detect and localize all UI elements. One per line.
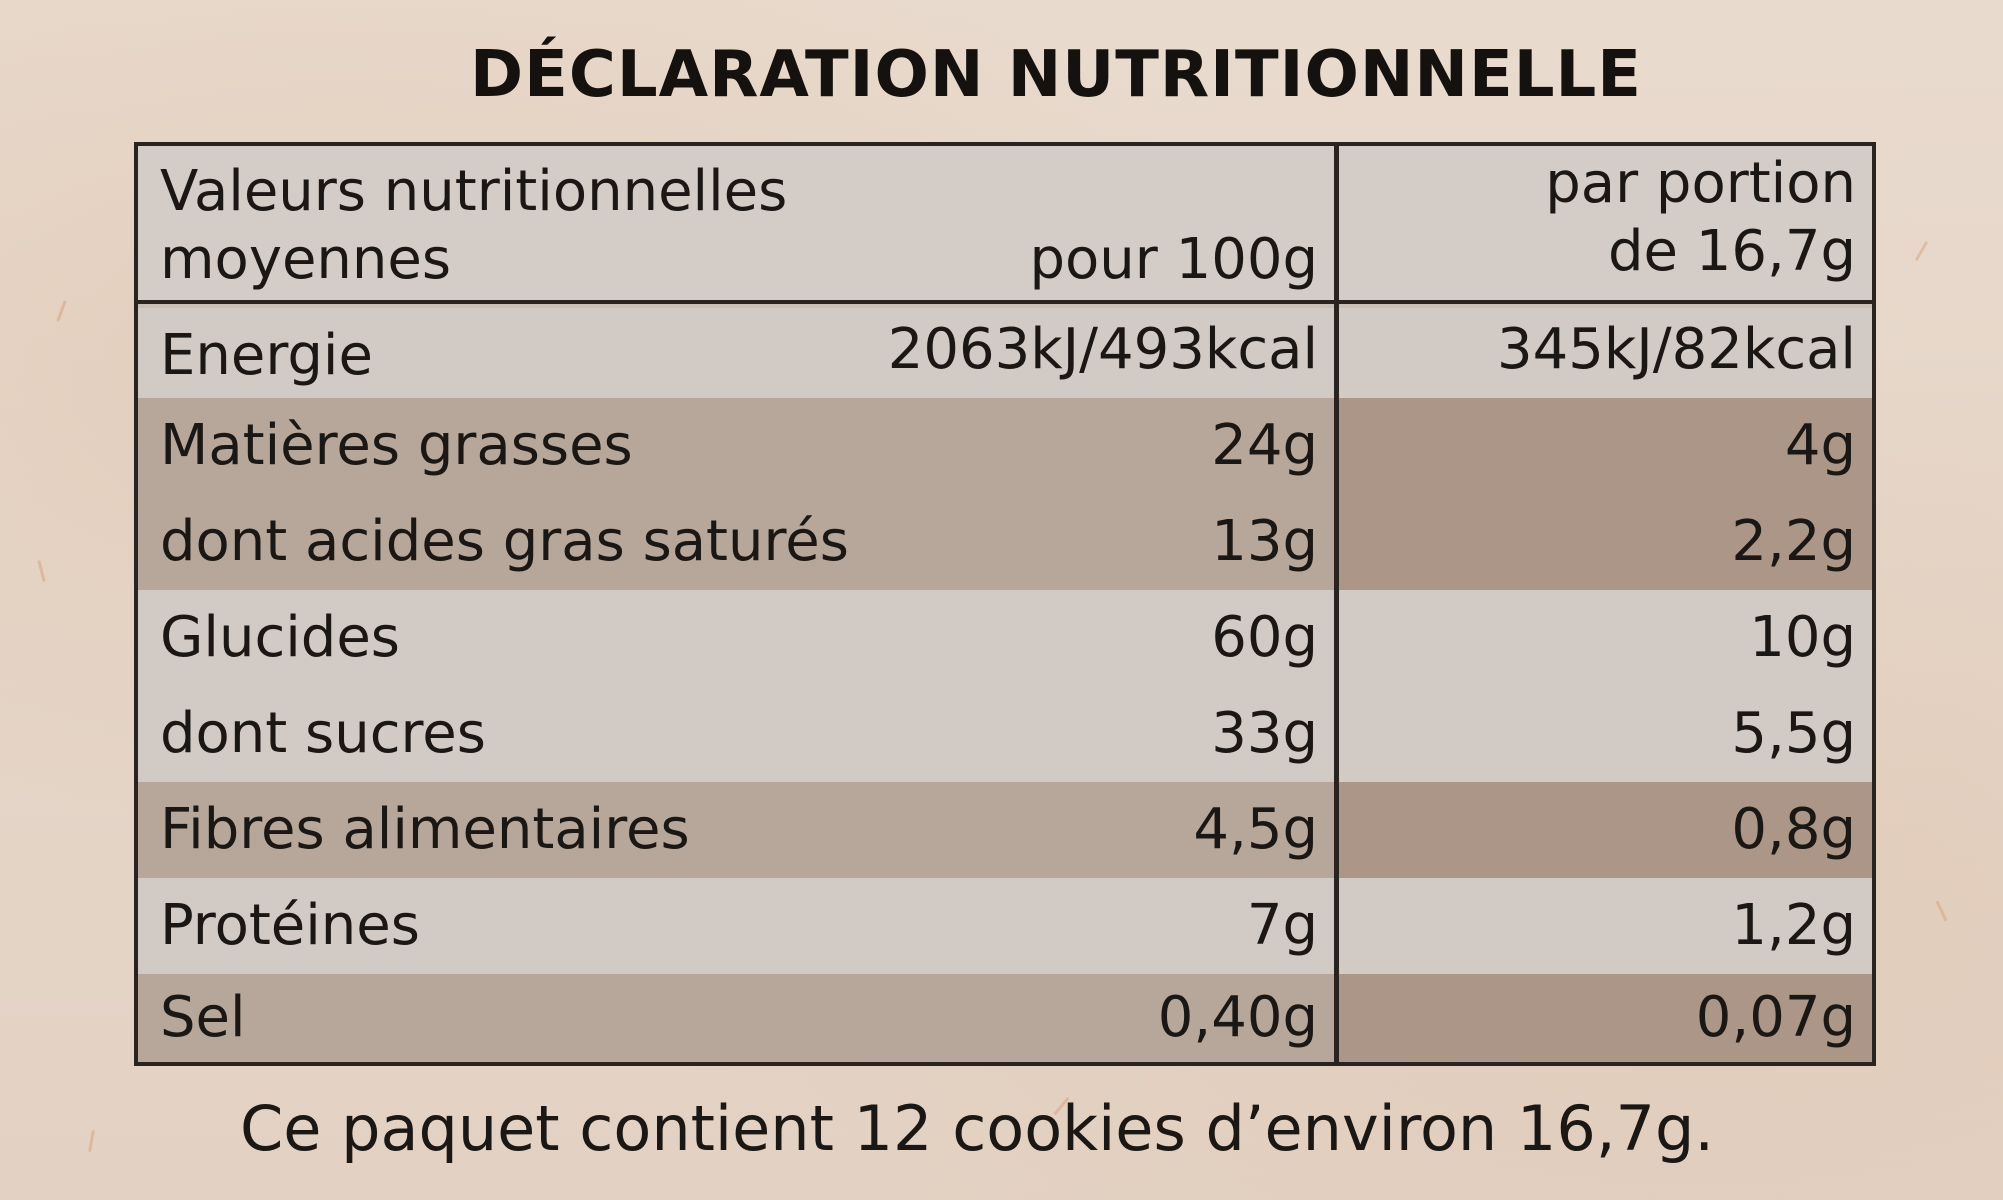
column-divider bbox=[1334, 146, 1339, 1062]
header-label-cell: Valeurs nutritionnelles moyennes pour 10… bbox=[138, 146, 1334, 300]
row-portion: 345kJ/82kcal bbox=[1496, 317, 1856, 382]
row-label-cell: dont sucres 33g bbox=[138, 686, 1334, 782]
row-label: Matières grasses bbox=[160, 413, 633, 478]
row-per100: 33g bbox=[1211, 701, 1318, 766]
row-portion-cell: 0,8g bbox=[1339, 782, 1872, 878]
nutrition-table: Valeurs nutritionnelles moyennes pour 10… bbox=[134, 142, 1876, 1066]
row-label: Fibres alimentaires bbox=[160, 797, 690, 862]
row-label: Protéines bbox=[160, 893, 420, 958]
row-portion-cell: 345kJ/82kcal bbox=[1339, 308, 1872, 398]
row-label: Energie bbox=[160, 323, 373, 388]
paper-fiber bbox=[1914, 240, 1929, 262]
row-per100: 0,40g bbox=[1157, 985, 1318, 1050]
row-label: dont acides gras saturés bbox=[160, 509, 849, 574]
row-portion-cell: 4g bbox=[1339, 398, 1872, 494]
paper-fiber bbox=[56, 300, 67, 322]
row-per100: 13g bbox=[1211, 509, 1318, 574]
table-header-row: Valeurs nutritionnelles moyennes pour 10… bbox=[138, 146, 1872, 304]
row-label-cell: Energie 2063kJ/493kcal bbox=[138, 308, 1334, 398]
table-row-acides-gras: dont acides gras saturés 13g 2,2g bbox=[138, 494, 1872, 590]
header-per100: pour 100g bbox=[1029, 227, 1318, 292]
row-label-cell: dont acides gras saturés 13g bbox=[138, 494, 1334, 590]
row-portion-cell: 2,2g bbox=[1339, 494, 1872, 590]
row-label-cell: Glucides 60g bbox=[138, 590, 1334, 686]
row-per100: 7g bbox=[1246, 893, 1318, 958]
header-label-line2: moyennes bbox=[160, 227, 452, 292]
page-title: DÉCLARATION NUTRITIONNELLE bbox=[470, 38, 1642, 112]
row-portion: 5,5g bbox=[1731, 701, 1856, 766]
header-portion-line1: par portion bbox=[1545, 151, 1856, 216]
row-per100: 60g bbox=[1211, 605, 1318, 670]
table-row-matieres-grasses: Matières grasses 24g 4g bbox=[138, 398, 1872, 494]
table-row-energie: Energie 2063kJ/493kcal 345kJ/82kcal bbox=[138, 308, 1872, 398]
package-note: Ce paquet contient 12 cookies d’environ … bbox=[240, 1092, 1715, 1165]
header-label-line1: Valeurs nutritionnelles bbox=[160, 159, 788, 224]
row-label-cell: Sel 0,40g bbox=[138, 974, 1334, 1062]
paper-fiber bbox=[37, 559, 46, 583]
row-per100: 4,5g bbox=[1193, 797, 1318, 862]
table-row-sucres: dont sucres 33g 5,5g bbox=[138, 686, 1872, 782]
paper-fiber bbox=[88, 1129, 95, 1153]
row-label: Sel bbox=[160, 985, 246, 1050]
table-row-sel: Sel 0,40g 0,07g bbox=[138, 974, 1872, 1062]
row-label-cell: Fibres alimentaires 4,5g bbox=[138, 782, 1334, 878]
row-per100: 2063kJ/493kcal bbox=[887, 317, 1318, 382]
row-portion: 4g bbox=[1784, 413, 1856, 478]
row-label-cell: Protéines 7g bbox=[138, 878, 1334, 974]
row-portion-cell: 0,07g bbox=[1339, 974, 1872, 1062]
header-portion-line2: de 16,7g bbox=[1607, 219, 1856, 284]
row-per100: 24g bbox=[1211, 413, 1318, 478]
paper-fiber bbox=[1935, 900, 1948, 922]
row-label-cell: Matières grasses 24g bbox=[138, 398, 1334, 494]
row-portion: 0,07g bbox=[1695, 985, 1856, 1050]
table-row-glucides: Glucides 60g 10g bbox=[138, 590, 1872, 686]
row-portion: 1,2g bbox=[1731, 893, 1856, 958]
row-portion-cell: 10g bbox=[1339, 590, 1872, 686]
row-label: dont sucres bbox=[160, 701, 486, 766]
header-portion-cell: par portion de 16,7g bbox=[1339, 146, 1872, 300]
row-portion: 0,8g bbox=[1731, 797, 1856, 862]
row-portion: 2,2g bbox=[1731, 509, 1856, 574]
table-row-fibres: Fibres alimentaires 4,5g 0,8g bbox=[138, 782, 1872, 878]
row-portion-cell: 5,5g bbox=[1339, 686, 1872, 782]
row-label: Glucides bbox=[160, 605, 400, 670]
row-portion: 10g bbox=[1749, 605, 1856, 670]
row-portion-cell: 1,2g bbox=[1339, 878, 1872, 974]
table-row-proteines: Protéines 7g 1,2g bbox=[138, 878, 1872, 974]
